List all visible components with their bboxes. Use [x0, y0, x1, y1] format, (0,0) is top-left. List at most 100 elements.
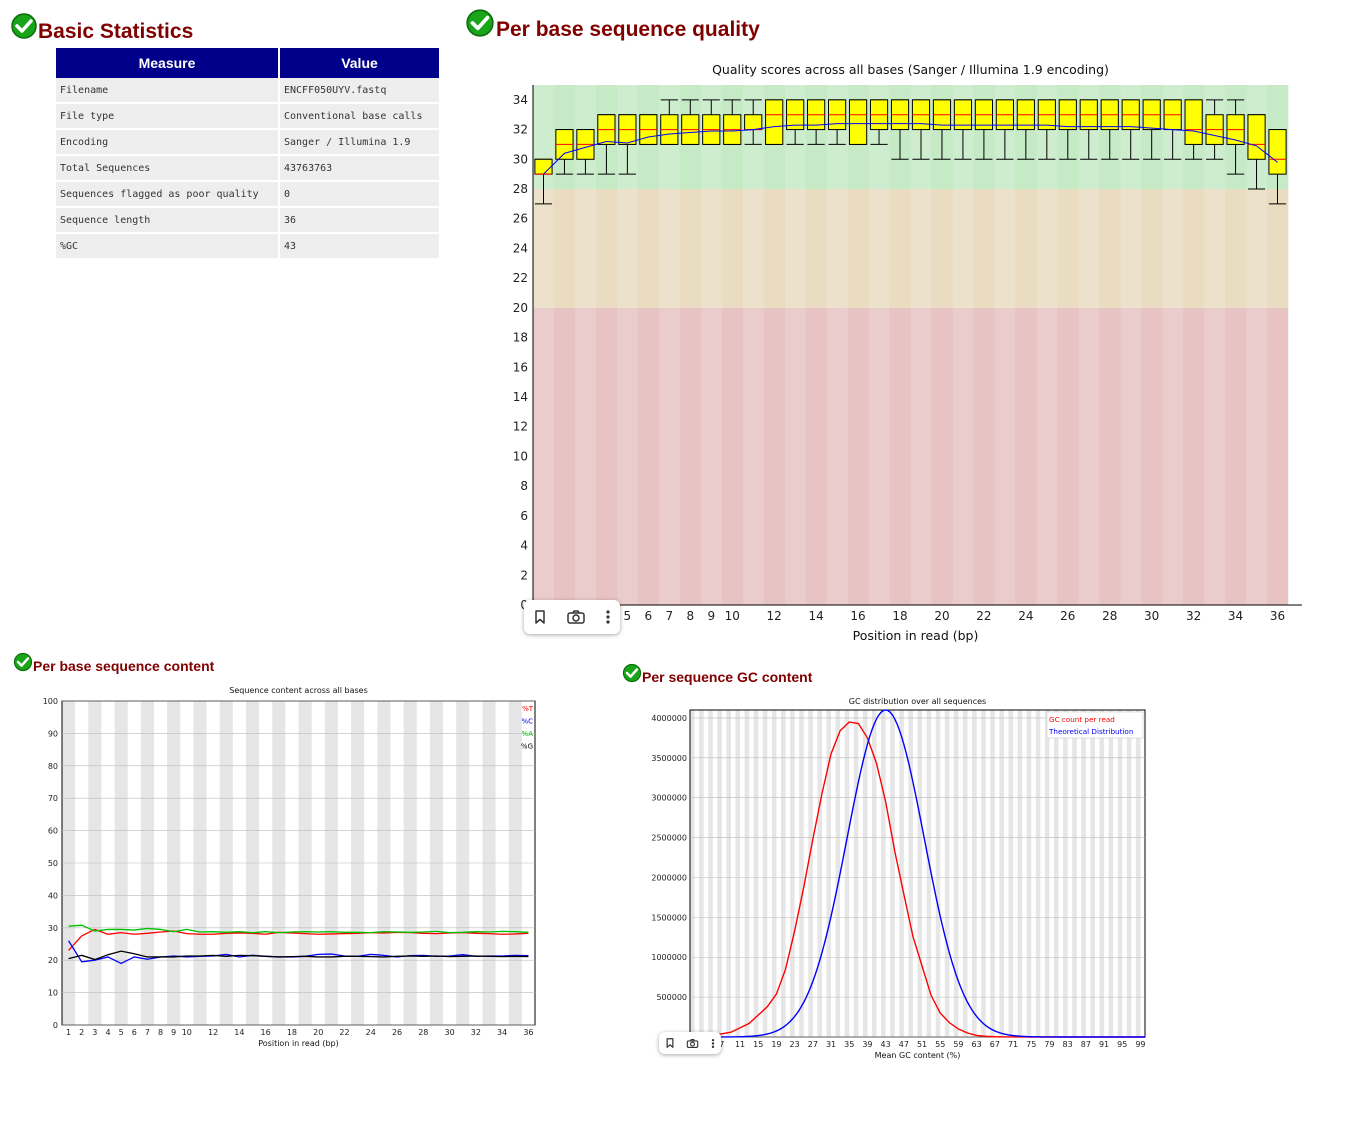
zone-band — [868, 189, 890, 308]
x-axis-label: Position in read (bp) — [258, 1039, 338, 1048]
stripe — [1126, 710, 1132, 1037]
value-cell: ENCFF050UYV.fastq — [280, 78, 439, 104]
x-tick-label: 24 — [1018, 609, 1033, 623]
value-column-header: Value — [280, 48, 439, 78]
legend-entry: %C — [521, 718, 533, 726]
quality-box — [1268, 129, 1287, 175]
stripe — [926, 710, 932, 1037]
mean-line — [543, 123, 1278, 175]
stripe — [753, 710, 759, 1037]
stripe — [1035, 710, 1041, 1037]
zone-band — [721, 307, 744, 605]
stripe — [1081, 710, 1086, 1037]
x-tick-label: 23 — [790, 1040, 800, 1049]
y-tick-label: 4000000 — [651, 714, 687, 723]
basic-statistics-title: Basic Statistics — [38, 20, 194, 43]
zone-band — [889, 307, 911, 605]
x-tick-label: 39 — [862, 1040, 872, 1049]
stripe — [935, 710, 941, 1037]
zone-band — [763, 189, 785, 308]
y-tick-label: 10 — [513, 449, 528, 463]
zone-band — [973, 189, 995, 308]
y-tick-label: 3500000 — [651, 754, 687, 763]
stripe — [717, 710, 722, 1037]
x-tick-label: 79 — [1044, 1040, 1054, 1049]
more-vertical-icon[interactable] — [711, 1038, 715, 1049]
x-tick-label: 8 — [158, 1028, 163, 1037]
table-row: %GC 43 — [56, 234, 439, 260]
stripe — [862, 710, 868, 1037]
x-tick-label: 35 — [844, 1040, 854, 1049]
measure-cell: Total Sequences — [56, 156, 278, 182]
zone-band — [1204, 307, 1226, 605]
x-tick-label: 22 — [339, 1028, 349, 1037]
series-line — [68, 924, 529, 934]
measure-cell: Filename — [56, 78, 278, 104]
stripe — [1026, 710, 1032, 1037]
quality-box — [848, 99, 868, 145]
stripe — [817, 710, 822, 1037]
zone-band — [700, 189, 723, 308]
zone-band — [784, 189, 806, 308]
x-tick-label: 32 — [1186, 609, 1201, 623]
zone-band — [658, 189, 681, 308]
x-tick-label: 63 — [972, 1040, 982, 1049]
stripe — [1108, 710, 1114, 1037]
y-tick-label: 14 — [513, 390, 528, 404]
zone-band — [1099, 189, 1121, 308]
camera-icon[interactable] — [686, 1038, 699, 1049]
x-tick-label: 28 — [418, 1028, 428, 1037]
zone-band — [533, 189, 555, 308]
y-tick-label: 0 — [53, 1021, 58, 1030]
x-tick-label: 5 — [624, 609, 632, 623]
stripe — [1135, 710, 1141, 1037]
stripe — [999, 710, 1004, 1037]
table-row: Sequence length 36 — [56, 208, 439, 234]
image-toolbar — [659, 1032, 721, 1054]
x-tick-label: 67 — [990, 1040, 1000, 1049]
zone-band — [553, 307, 576, 605]
check-circle-icon — [13, 652, 33, 672]
zone-band — [595, 189, 618, 308]
bookmark-icon[interactable] — [665, 1037, 675, 1049]
stripe — [944, 710, 950, 1037]
zone-band — [1099, 307, 1121, 605]
zone-band — [931, 189, 953, 308]
zone-band — [1078, 307, 1100, 605]
zone-band — [574, 307, 597, 605]
per-base-content-title: Per base sequence content — [33, 658, 215, 674]
y-tick-label: 34 — [513, 93, 528, 107]
stripe — [1008, 710, 1014, 1037]
x-tick-label: 55 — [935, 1040, 945, 1049]
stripe — [744, 710, 750, 1037]
per-sequence-gc-chart: 0500000100000015000002000000250000030000… — [651, 697, 1145, 1060]
zone-band — [533, 307, 555, 605]
x-tick-label: 95 — [1117, 1040, 1127, 1049]
stripe — [890, 710, 895, 1037]
legend-entry: %G — [521, 743, 533, 751]
x-tick-label: 14 — [234, 1028, 244, 1037]
zone-band — [1036, 307, 1058, 605]
x-tick-label: 18 — [892, 609, 907, 623]
zone-band — [847, 189, 869, 308]
x-tick-label: 28 — [1102, 609, 1117, 623]
zone-band — [637, 307, 660, 605]
stripe — [762, 710, 768, 1037]
zone-band — [1078, 189, 1100, 308]
zone-band — [1162, 189, 1184, 308]
stripe — [1044, 710, 1050, 1037]
zone-band — [910, 189, 932, 308]
stripe — [899, 710, 904, 1037]
stripe — [808, 710, 813, 1037]
stripe — [844, 710, 850, 1037]
table-row: File type Conventional base calls — [56, 104, 439, 130]
value-cell: Conventional base calls — [280, 104, 439, 130]
zone-band — [973, 307, 995, 605]
bookmark-icon[interactable] — [533, 609, 547, 625]
more-vertical-icon[interactable] — [605, 609, 611, 625]
x-tick-label: 87 — [1081, 1040, 1091, 1049]
per-base-quality-title: Per base sequence quality — [496, 18, 760, 41]
camera-icon[interactable] — [566, 609, 586, 625]
x-tick-label: 1 — [66, 1028, 71, 1037]
x-tick-label: 8 — [686, 609, 694, 623]
